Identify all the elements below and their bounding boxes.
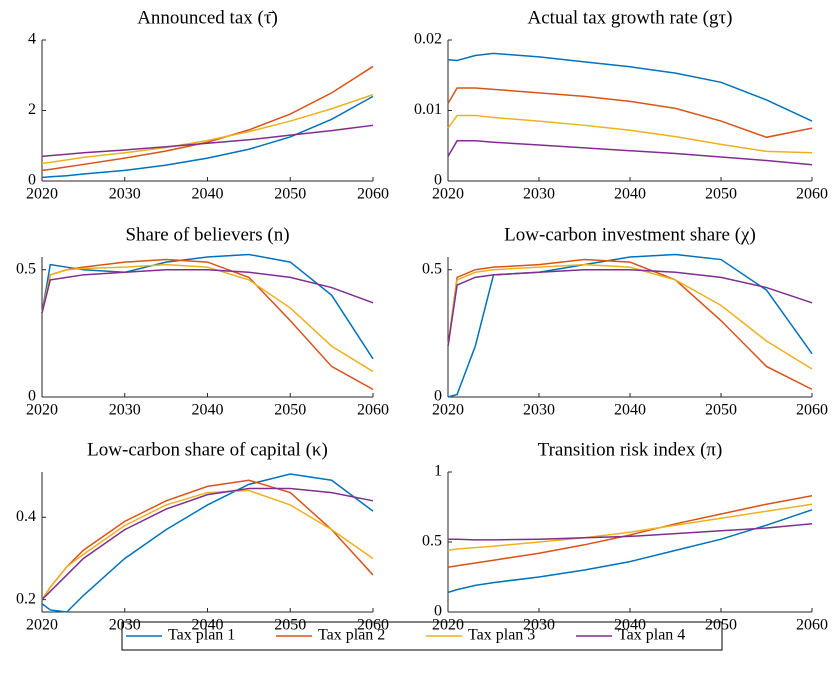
series-line xyxy=(41,487,374,601)
series-line xyxy=(41,473,374,613)
legend-label: Tax plan 4 xyxy=(618,627,685,644)
y-tick-label: 0 xyxy=(28,172,36,189)
x-tick-label: 2060 xyxy=(357,617,389,634)
x-tick-label: 2040 xyxy=(192,186,224,203)
x-tick-label: 2020 xyxy=(26,617,58,634)
series-line xyxy=(41,65,374,172)
y-tick-label: 0 xyxy=(434,388,442,405)
chart-title: Low-carbon investment share (χ) xyxy=(504,224,756,245)
x-tick-label: 2060 xyxy=(357,186,389,203)
y-tick-label: 0.01 xyxy=(414,101,442,118)
y-tick-label: 0.5 xyxy=(16,260,36,277)
legend-box xyxy=(121,621,723,651)
chart-title: Share of believers (n) xyxy=(125,224,289,245)
series-line xyxy=(41,253,374,360)
x-tick-label: 2050 xyxy=(274,186,306,203)
series-line xyxy=(41,489,374,601)
x-tick-label: 2030 xyxy=(109,402,141,419)
x-tick-label: 2030 xyxy=(523,617,555,634)
series-line xyxy=(447,268,813,347)
x-tick-label: 2040 xyxy=(614,402,646,419)
y-tick-label: 0.5 xyxy=(422,260,442,277)
series-line xyxy=(447,495,813,568)
series-line xyxy=(41,124,374,158)
x-tick-label: 2020 xyxy=(26,402,58,419)
x-tick-label: 2030 xyxy=(109,186,141,203)
x-tick-label: 2040 xyxy=(614,617,646,634)
legend-label: Tax plan 1 xyxy=(168,627,235,644)
chart-title: Actual tax growth rate (gτ) xyxy=(528,7,733,28)
chart-title: Transition risk index (π) xyxy=(538,439,723,460)
legend-label: Tax plan 2 xyxy=(318,627,385,644)
series-line xyxy=(41,93,374,165)
series-line xyxy=(447,114,813,154)
series-line xyxy=(447,253,813,398)
x-tick-label: 2030 xyxy=(523,186,555,203)
x-tick-label: 2020 xyxy=(432,186,464,203)
chart-title: Low-carbon share of capital (κ) xyxy=(87,439,328,460)
y-tick-label: 0 xyxy=(434,603,442,620)
x-tick-label: 2040 xyxy=(614,186,646,203)
y-tick-label: 0.2 xyxy=(16,590,36,607)
x-tick-label: 2020 xyxy=(432,617,464,634)
x-tick-label: 2060 xyxy=(357,402,389,419)
y-tick-label: 4 xyxy=(28,31,36,48)
y-tick-label: 0.02 xyxy=(414,31,442,48)
x-tick-label: 2040 xyxy=(192,402,224,419)
x-tick-label: 2030 xyxy=(523,402,555,419)
chart-title: Announced tax (τ̄) xyxy=(137,7,278,28)
series-line xyxy=(41,479,374,601)
series-line xyxy=(447,140,813,166)
x-tick-label: 2040 xyxy=(192,617,224,634)
series-line xyxy=(448,523,813,541)
y-tick-label: 2 xyxy=(28,101,36,118)
x-tick-label: 2050 xyxy=(274,402,306,419)
x-tick-label: 2060 xyxy=(796,402,828,419)
y-tick-label: 0 xyxy=(434,172,442,189)
series-line xyxy=(447,509,813,594)
x-tick-label: 2050 xyxy=(705,402,737,419)
y-tick-label: 0.5 xyxy=(422,533,442,550)
x-tick-label: 2050 xyxy=(705,186,737,203)
series-line xyxy=(447,263,813,370)
y-tick-label: 1 xyxy=(434,463,442,480)
y-tick-label: 0.4 xyxy=(16,508,36,525)
series-line xyxy=(41,268,374,314)
x-tick-label: 2020 xyxy=(26,186,58,203)
series-line xyxy=(41,263,374,373)
x-tick-label: 2030 xyxy=(109,617,141,634)
x-tick-label: 2060 xyxy=(796,617,828,634)
x-tick-label: 2020 xyxy=(432,402,464,419)
x-tick-label: 2050 xyxy=(705,617,737,634)
series-line xyxy=(447,87,813,139)
y-tick-label: 0 xyxy=(28,388,36,405)
legend-label: Tax plan 3 xyxy=(468,627,535,644)
x-tick-label: 2060 xyxy=(796,186,828,203)
series-line xyxy=(447,258,813,391)
x-tick-label: 2050 xyxy=(274,617,306,634)
series-line xyxy=(447,52,813,122)
series-line xyxy=(41,258,374,391)
series-line xyxy=(41,95,374,179)
